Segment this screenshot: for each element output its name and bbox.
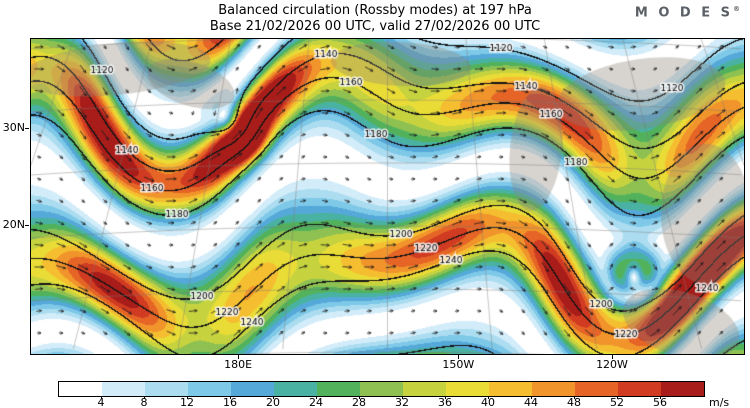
colorbar-tick — [230, 396, 231, 399]
colorbar-segment — [618, 382, 661, 396]
registered-mark: ® — [733, 5, 740, 13]
colorbar-tick — [187, 396, 188, 399]
y-axis-tick — [25, 225, 29, 227]
colorbar-tick-label: 20 — [266, 396, 280, 408]
colorbar-segment — [532, 382, 575, 396]
colorbar-segment — [446, 382, 489, 396]
colorbar-tick — [359, 396, 360, 399]
colorbar-tick-label: 12 — [180, 396, 194, 408]
colorbar-tick-label: 36 — [438, 396, 452, 408]
colorbar-segment — [145, 382, 188, 396]
colorbar-segment — [575, 382, 618, 396]
colorbar-tick-label: 24 — [309, 396, 323, 408]
colorbar-tick — [574, 396, 575, 399]
colorbar-tick — [445, 396, 446, 399]
modes-logo: M O D E S® — [635, 5, 740, 20]
x-axis-label: 180E — [224, 358, 253, 371]
colorbar-segment — [489, 382, 532, 396]
colorbar-tick-label: 56 — [653, 396, 667, 408]
colorbar-tick-label: 48 — [567, 396, 581, 408]
colorbar-tick — [660, 396, 661, 399]
x-axis-label: 120W — [596, 358, 628, 371]
colorbar-tick — [402, 396, 403, 399]
colorbar-segment — [360, 382, 403, 396]
chart-title: Balanced circulation (Rossby modes) at 1… — [218, 3, 532, 18]
colorbar-tick-label: 4 — [97, 396, 105, 408]
colorbar-tick-label: 40 — [481, 396, 495, 408]
x-axis-tick — [238, 355, 240, 359]
y-axis-label: 30N — [2, 121, 25, 135]
colorbar-segment — [59, 382, 102, 396]
colorbar-tick — [316, 396, 317, 399]
colorbar-tick-label: 52 — [610, 396, 624, 408]
colorbar-tick — [144, 396, 145, 399]
colorbar-segment — [274, 382, 317, 396]
chart-subtitle: Base 21/02/2026 00 UTC, valid 27/02/2026… — [209, 19, 541, 34]
map-canvas — [31, 39, 744, 354]
x-axis-label: 150W — [442, 358, 475, 371]
map-plot-area — [30, 38, 745, 355]
colorbar-tick-label: 32 — [395, 396, 409, 408]
colorbar-segment — [102, 382, 145, 396]
y-axis-tick — [25, 128, 29, 130]
colorbar-unit: m/s — [709, 396, 730, 408]
colorbar-segment — [188, 382, 231, 396]
x-axis-tick — [612, 355, 613, 359]
x-axis-tick — [458, 355, 460, 359]
colorbar-segment — [317, 382, 360, 396]
colorbar-tick — [617, 396, 618, 399]
colorbar-tick-label: 16 — [223, 396, 237, 408]
colorbar-segment — [661, 382, 704, 396]
colorbar — [58, 381, 705, 397]
colorbar-segment — [403, 382, 446, 396]
colorbar-tick-label: 8 — [140, 396, 148, 408]
colorbar-tick — [101, 396, 102, 399]
colorbar-tick — [273, 396, 274, 399]
colorbar-tick — [531, 396, 532, 399]
colorbar-tick — [488, 396, 489, 399]
colorbar-tick-label: 44 — [524, 396, 538, 408]
colorbar-tick-label: 28 — [352, 396, 366, 408]
colorbar-segment — [231, 382, 274, 396]
modes-logo-text: M O D E S — [634, 5, 733, 21]
y-axis-label: 20N — [2, 218, 25, 232]
